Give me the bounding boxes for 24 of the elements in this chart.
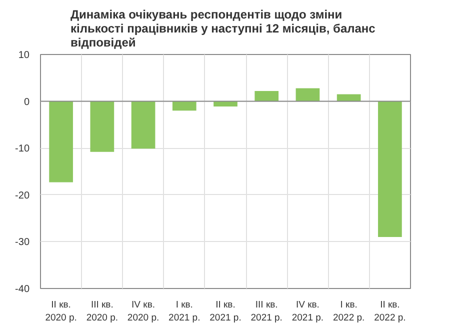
y-tick-label: 10 [18, 50, 30, 61]
bar [254, 91, 279, 102]
bar [296, 88, 320, 102]
x-tick-label: II кв. 2021 р. [210, 300, 242, 324]
x-tick-label: IV кв. 2021 р. [292, 300, 324, 324]
y-tick-label: -30 [15, 237, 30, 248]
x-tick-label: I кв. 2021 р. [168, 300, 200, 324]
y-tick-label: -10 [15, 144, 30, 155]
x-tick-label: II кв. 2020 р. [45, 300, 77, 324]
x-tick-label: III кв. 2020 р. [86, 300, 118, 324]
bar [131, 101, 156, 149]
y-tick-label: -40 [15, 284, 30, 295]
bar [336, 94, 361, 102]
x-tick-label: IV кв. 2020 р. [127, 300, 160, 324]
y-tick-label: 0 [24, 96, 30, 108]
bar [172, 101, 196, 111]
bar [90, 101, 114, 152]
x-tick-label: I кв. 2022 р. [332, 300, 365, 324]
chart-title: Динаміка очікувань респондентів щодо зміни кількості працівників у наступні 12 місяців, баланс відповідей [70, 8, 376, 50]
x-tick-label: III кв. 2021 р. [250, 300, 282, 324]
y-tick-label: -20 [15, 190, 30, 202]
x-tick-label: II кв. 2022 р. [374, 300, 406, 324]
bar [378, 101, 402, 238]
bar [49, 101, 73, 182]
